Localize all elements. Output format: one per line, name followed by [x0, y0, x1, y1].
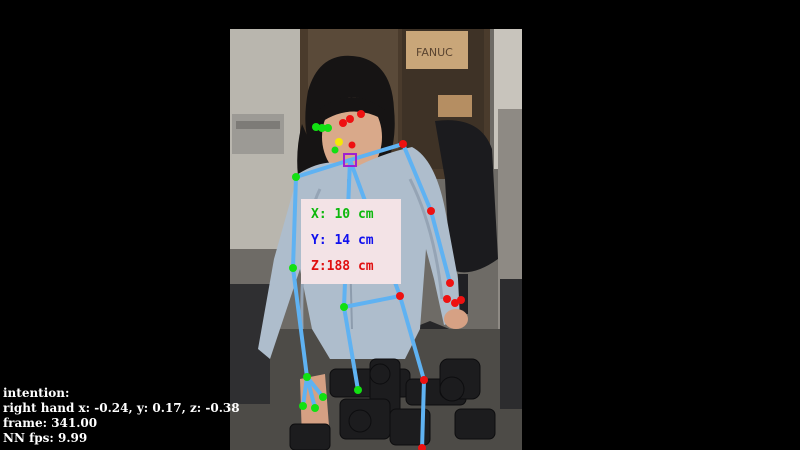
bone-neck-right-shoulder: [348, 142, 405, 162]
joint-left-hand-1: [299, 402, 307, 410]
hud-frame-counter: frame: 341.00: [3, 416, 98, 430]
joint-right-ear-2: [346, 115, 354, 123]
joint-right-elbow: [427, 207, 435, 215]
coord-y-readout: Y: 14 cm: [311, 233, 374, 248]
bone-left-thigh: [342, 305, 360, 392]
bone-right-thigh: [398, 294, 426, 382]
joint-right-hand-2: [451, 299, 459, 307]
joint-right-hip: [396, 292, 404, 300]
skeleton-joints: [289, 110, 465, 450]
joint-left-shoulder: [292, 173, 300, 181]
joint-right-hand-3: [457, 296, 465, 304]
joint-left-hand-3: [319, 393, 327, 401]
joint-right-eye: [348, 141, 356, 149]
joint-right-hand-1: [443, 295, 451, 303]
coordinates-panel: X: 10 cm Y: 14 cm Z:188 cm: [301, 199, 401, 284]
bone-left-hand-2: [305, 375, 317, 410]
joint-right-wrist: [446, 279, 454, 287]
joint-right-ear-1: [339, 119, 347, 127]
hud-overlay: intention: right hand x: -0.24, y: 0.17,…: [3, 386, 240, 446]
joint-left-eye: [331, 146, 339, 154]
coord-z-readout: Z:188 cm: [311, 259, 374, 274]
bone-neck-left-shoulder: [294, 158, 352, 179]
bone-right-upper-arm: [401, 142, 433, 213]
joint-left-ear-2: [318, 124, 326, 132]
joint-left-hip: [340, 303, 348, 311]
skeleton-bones: [291, 142, 452, 450]
joint-left-knee: [354, 386, 362, 394]
joint-nose: [335, 138, 343, 146]
hud-right-hand-readout: right hand x: -0.24, y: 0.17, z: -0.38: [3, 401, 240, 415]
hud-fps-readout: NN fps: 9.99: [3, 431, 88, 445]
fanuc-box-label: FANUC: [416, 46, 453, 59]
joint-left-hand-2: [311, 404, 319, 412]
bone-right-forearm: [429, 209, 452, 285]
bone-right-shin: [420, 378, 426, 450]
joint-left-elbow: [289, 264, 297, 272]
bone-left-hand-3: [305, 375, 325, 399]
joint-right-shoulder: [399, 140, 407, 148]
joint-right-knee: [420, 376, 428, 384]
bone-left-upper-arm: [291, 175, 298, 270]
joint-left-ear-3: [324, 124, 332, 132]
hud-intention-label: intention:: [3, 386, 70, 400]
joint-left-wrist: [303, 373, 311, 381]
joint-right-ankle: [418, 444, 426, 450]
bone-left-forearm: [291, 266, 309, 379]
joint-left-ear-1: [312, 123, 320, 131]
joint-right-ear-3: [357, 110, 365, 118]
coord-x-readout: X: 10 cm: [311, 207, 374, 222]
neck-marker: [343, 153, 357, 167]
bone-hip-line: [342, 294, 402, 309]
